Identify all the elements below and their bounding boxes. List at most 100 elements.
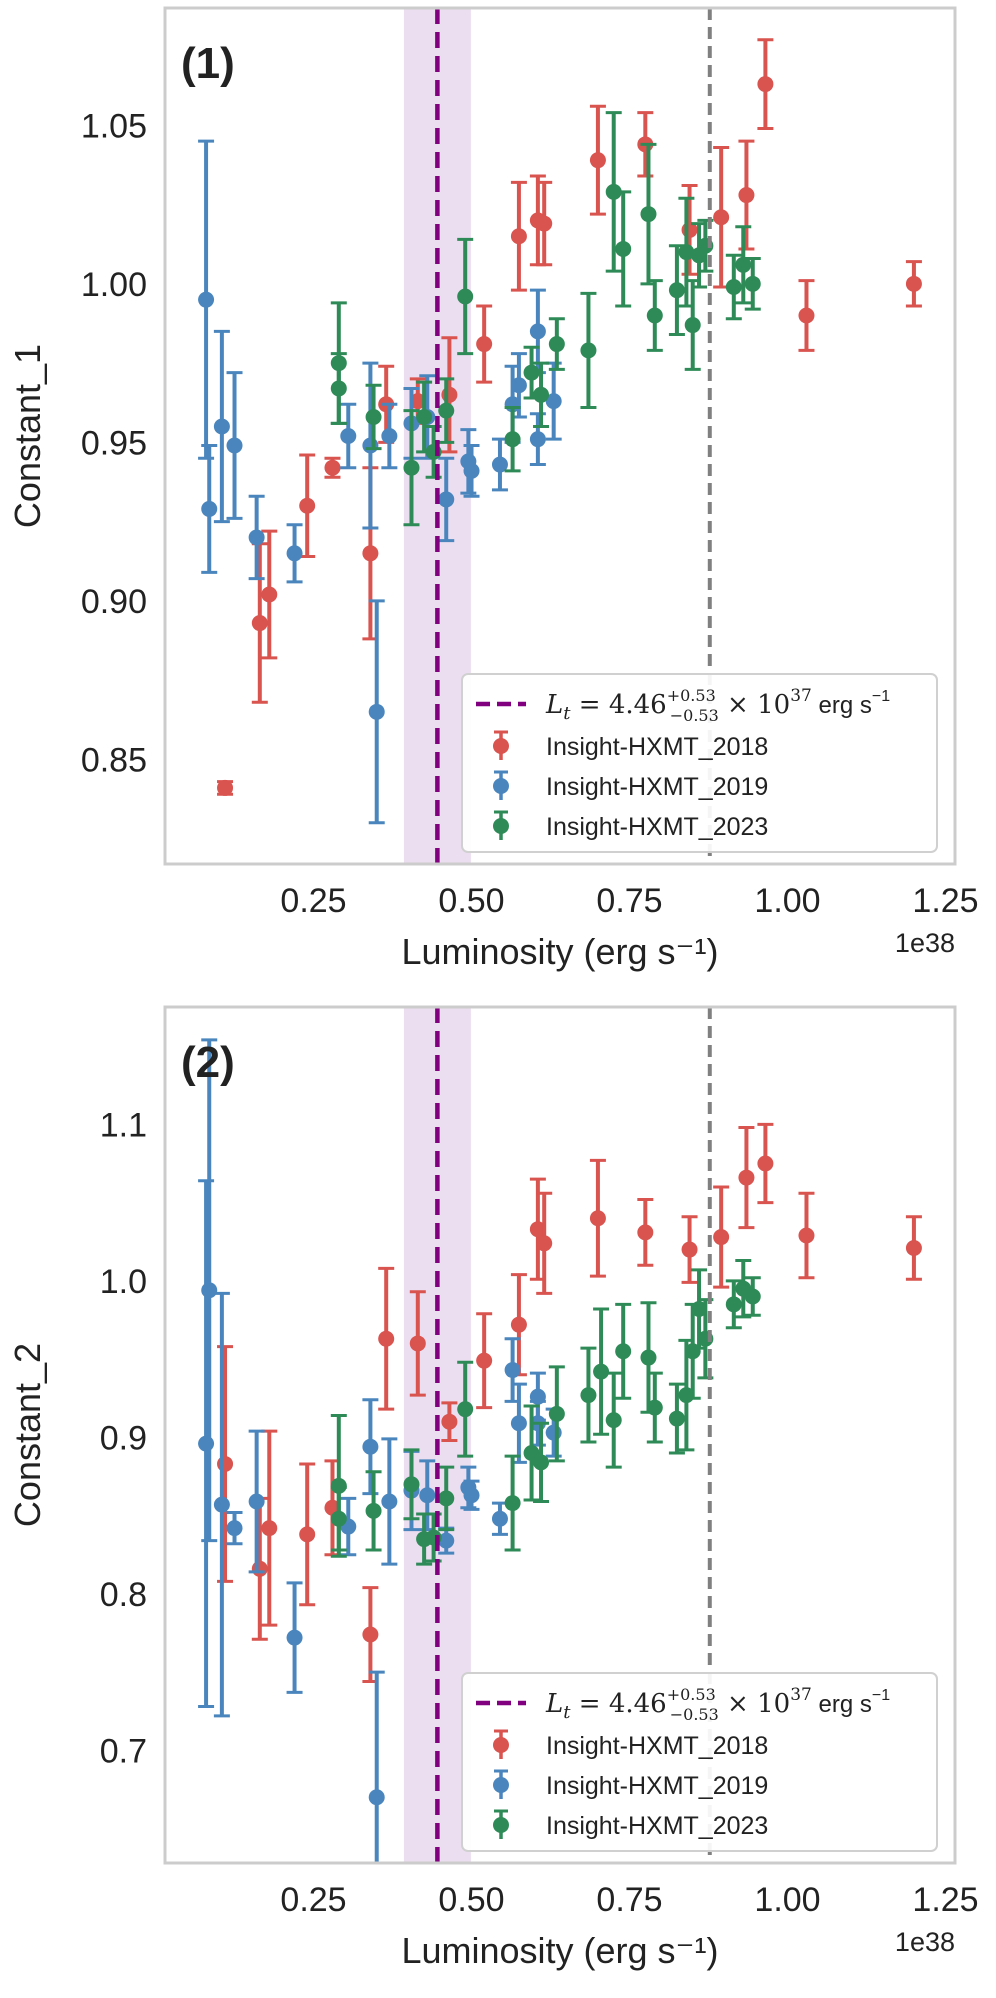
data-marker[interactable] [504,1362,521,1379]
data-marker[interactable] [286,545,303,562]
data-marker[interactable] [198,291,215,308]
data-point-3-3[interactable] [365,1470,382,1552]
data-point-2-12[interactable] [419,1459,436,1532]
data-marker[interactable] [529,323,546,340]
data-point-3-9[interactable] [504,405,521,473]
data-marker[interactable] [681,1241,698,1258]
data-point-3-2[interactable] [330,1485,347,1552]
data-marker[interactable] [640,206,657,223]
data-point-3-21[interactable] [691,222,708,289]
data-point-3-13[interactable] [580,1346,597,1444]
data-marker[interactable] [589,1210,606,1227]
legend-entry-2[interactable]: Insight-HXMT_2019 [493,770,768,801]
data-marker[interactable] [438,1490,455,1507]
data-point-1-13[interactable] [536,180,553,267]
legend-entry-2[interactable]: Insight-HXMT_2019 [493,1769,768,1800]
data-marker[interactable] [668,282,685,299]
data-point-2-2[interactable] [201,444,218,574]
data-marker[interactable] [365,408,382,425]
data-point-3-4[interactable] [403,409,420,527]
data-marker[interactable] [438,491,455,508]
data-marker[interactable] [504,1495,521,1512]
data-point-3-5[interactable] [416,380,433,454]
data-marker[interactable] [580,342,597,359]
data-point-3-12[interactable] [548,1365,565,1463]
data-point-3-19[interactable] [678,196,695,308]
data-point-1-9[interactable] [441,1401,458,1442]
data-marker[interactable] [476,1352,493,1369]
data-point-3-3[interactable] [365,383,382,451]
data-point-2-15[interactable] [463,1479,480,1511]
data-marker[interactable] [545,1424,562,1441]
data-marker[interactable] [640,1349,657,1366]
data-marker[interactable] [251,1560,268,1577]
data-marker[interactable] [725,278,742,295]
data-point-3-15[interactable] [615,190,632,308]
data-marker[interactable] [615,240,632,257]
data-marker[interactable] [463,462,480,479]
data-marker[interactable] [533,1454,550,1471]
data-marker[interactable] [409,393,426,410]
data-point-2-2[interactable] [201,1038,218,1543]
data-marker[interactable] [286,1629,303,1646]
data-marker[interactable] [725,1296,742,1313]
data-marker[interactable] [905,1239,922,1256]
data-marker[interactable] [668,1410,685,1427]
data-marker[interactable] [735,256,752,273]
legend-entry-1[interactable]: Insight-HXMT_2018 [493,730,768,761]
data-marker[interactable] [605,1412,622,1429]
data-marker[interactable] [691,1301,708,1318]
data-marker[interactable] [441,1413,458,1430]
data-point-3-20[interactable] [684,279,701,371]
data-point-1-4[interactable] [299,1462,316,1607]
data-marker[interactable] [529,431,546,448]
data-marker[interactable] [463,1487,480,1504]
data-point-3-15[interactable] [605,1371,622,1469]
data-marker[interactable] [362,1438,379,1455]
data-point-2-6[interactable] [286,523,303,584]
data-point-2-10[interactable] [381,402,398,470]
data-point-1-3[interactable] [261,1429,278,1627]
data-marker[interactable] [248,529,265,546]
data-marker[interactable] [476,336,493,353]
data-marker[interactable] [416,408,433,425]
data-point-1-10[interactable] [476,304,493,384]
data-marker[interactable] [684,317,701,334]
data-marker[interactable] [378,1330,395,1347]
data-point-2-3[interactable] [213,1291,230,1718]
data-point-3-24[interactable] [725,1279,742,1330]
data-point-3-14[interactable] [605,111,622,273]
data-marker[interactable] [438,402,455,419]
data-marker[interactable] [713,1229,730,1246]
data-marker[interactable] [536,1235,553,1252]
data-marker[interactable] [457,288,474,305]
data-marker[interactable] [533,386,550,403]
data-point-3-8[interactable] [457,1360,474,1458]
data-marker[interactable] [441,386,458,403]
data-point-1-12[interactable] [529,1177,546,1281]
data-point-2-4[interactable] [226,1510,243,1546]
data-marker[interactable] [593,1363,610,1380]
data-marker[interactable] [536,215,553,232]
data-point-2-6[interactable] [286,1581,303,1694]
data-marker[interactable] [757,1155,774,1172]
data-point-1-3[interactable] [261,529,278,660]
data-point-2-18[interactable] [510,1382,527,1464]
data-marker[interactable] [589,152,606,169]
data-point-3-7[interactable] [438,1465,455,1532]
data-point-1-18[interactable] [738,139,755,251]
data-point-2-3[interactable] [213,329,230,524]
data-marker[interactable] [529,1221,546,1238]
data-marker[interactable] [504,431,521,448]
data-marker[interactable] [362,437,379,454]
data-marker[interactable] [261,1520,278,1537]
data-point-1-21[interactable] [905,1215,922,1281]
data-point-2-1[interactable] [198,139,215,460]
data-point-1-14[interactable] [589,1158,606,1278]
data-point-1-19[interactable] [757,1122,774,1205]
data-point-1-20[interactable] [798,1191,815,1280]
data-marker[interactable] [330,1477,347,1494]
data-point-2-13[interactable] [438,456,455,543]
data-point-2-16[interactable] [491,437,508,492]
data-marker[interactable] [646,1399,663,1416]
